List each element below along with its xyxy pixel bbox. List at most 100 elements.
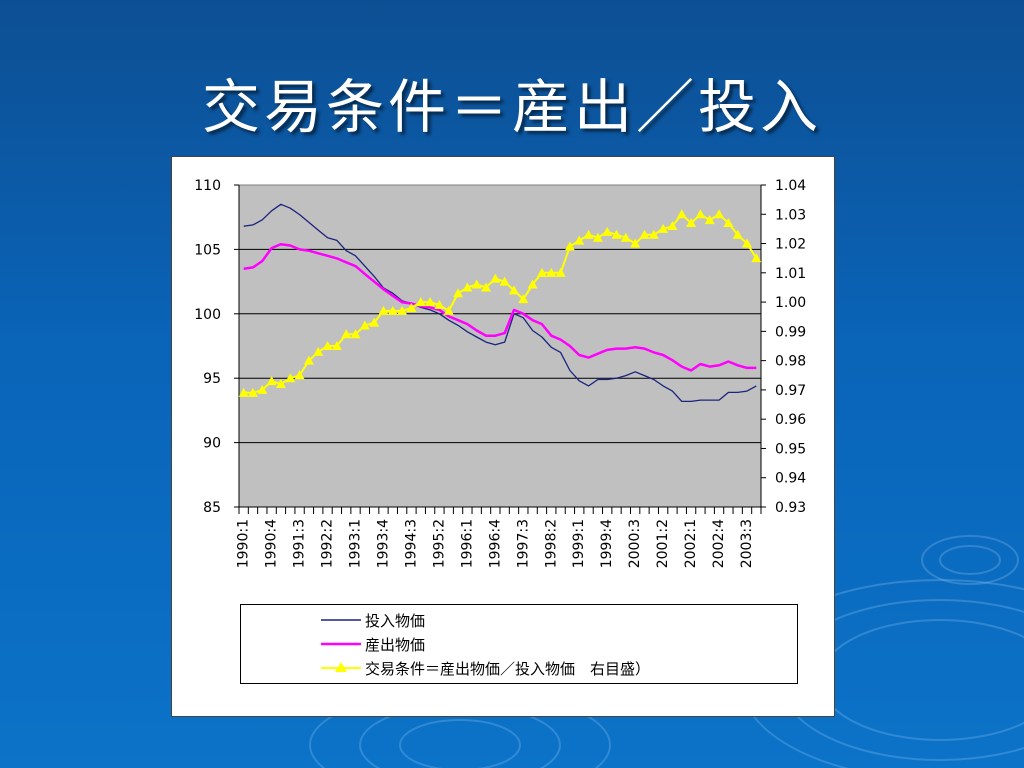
plot-area [238,184,762,508]
x-axis-tick-label: 1996:4 [487,519,503,568]
series-marker-2 [574,235,585,245]
x-axis-tick-label: 1995:2 [431,519,447,568]
right-axis-tick-label: 0.95 [775,441,806,457]
right-axis-tick-label: 0.97 [775,383,806,399]
x-axis-tick-label: 1993:1 [348,519,364,568]
series-marker-2 [359,320,370,330]
legend-item-output-price: 産出物価 [321,634,425,654]
series-marker-2 [648,229,659,239]
series-marker-2 [686,218,697,228]
x-axis-tick-label: 1999:1 [571,519,587,568]
x-axis-tick-label: 1999:4 [599,519,615,568]
series-marker-2 [331,341,342,350]
x-axis-tick-label: 2000:3 [627,519,643,568]
series-marker-2 [387,305,398,315]
legend-swatch-terms-of-trade [321,662,361,672]
legend-swatch-input-price [321,619,361,621]
series-marker-2 [583,229,594,239]
series-marker-2 [443,305,454,315]
series-line-0 [243,203,757,403]
left-axis-tick-label: 85 [203,500,221,516]
series-marker-2 [658,223,669,233]
series-line-1 [243,242,757,372]
right-axis-tick-label: 1.00 [775,295,806,311]
x-axis-tick-label: 1992:2 [320,519,336,568]
legend-item-terms-of-trade: 交易条件＝産出物価／投入物価 右目盛） [321,658,650,678]
series-marker-2 [471,279,482,289]
right-axis-tick-label: 0.98 [775,354,806,370]
left-axis-tick-label: 90 [203,436,221,452]
x-axis-tick-label: 2003:3 [739,519,755,568]
legend-label-input-price: 投入物価 [365,611,426,630]
legend-item-input-price: 投入物価 [321,610,425,630]
series-marker-2 [695,209,706,219]
x-axis-tick-label: 2002:4 [711,519,727,568]
series-marker-2 [732,229,743,239]
left-axis-tick-label: 105 [194,242,221,258]
series-marker-2 [303,355,314,365]
series-marker-2 [564,241,575,251]
series-marker-2 [490,273,501,283]
series-marker-2 [592,232,603,242]
series-marker-2 [341,329,352,339]
legend-label-output-price: 産出物価 [365,635,426,654]
x-axis-tick-label: 2002:1 [683,519,699,568]
right-axis-tick-label: 0.94 [775,471,806,487]
x-axis-tick-label: 1996:1 [459,519,475,568]
series-marker-2 [285,373,296,383]
right-axis-tick-label: 0.93 [775,500,806,516]
series-marker-2 [639,229,650,239]
series-marker-2 [406,302,417,312]
series-marker-2 [275,379,286,389]
series-marker-2 [536,267,547,277]
series-marker-2 [611,229,622,239]
series-marker-2 [481,282,492,292]
legend-label-terms-of-trade: 交易条件＝産出物価／投入物価 右目盛） [365,659,651,678]
series-marker-2 [415,297,426,307]
legend-swatch-output-price [321,642,361,646]
x-axis-tick-label: 1997:3 [515,519,531,568]
series-marker-2 [676,209,687,219]
series-marker-2 [462,282,473,292]
series-marker-2 [238,387,249,397]
x-axis-tick-label: 1991:3 [292,519,308,568]
x-axis-tick-label: 1990:1 [236,519,252,568]
series-marker-2 [704,215,715,225]
right-axis-tick-label: 1.02 [775,237,806,253]
x-axis-tick-label: 1994:3 [403,519,419,568]
series-marker-2 [602,226,613,236]
series-marker-2 [620,232,631,242]
x-axis-tick-label: 2001:2 [655,519,671,568]
series-marker-2 [714,209,725,219]
x-axis-tick-label: 1998:2 [543,519,559,568]
series-marker-2 [667,220,678,230]
left-axis-tick-label: 95 [203,371,221,387]
series-marker-2 [630,238,641,248]
x-axis-tick-label: 1990:4 [264,519,280,568]
slide-title: 交易条件＝産出／投入 [201,73,822,141]
series-marker-2 [453,288,464,298]
series-marker-2 [378,305,389,315]
series-marker-2 [257,384,268,394]
series-marker-2 [247,387,258,397]
series-marker-2 [518,294,529,304]
series-marker-2 [397,305,408,315]
series-marker-2 [266,376,277,386]
series-marker-2 [425,297,436,307]
right-axis-tick-label: 1.01 [775,266,806,282]
series-marker-2 [499,276,510,286]
series-marker-2 [546,267,557,277]
series-marker-2 [527,279,538,289]
right-axis-tick-label: 0.99 [775,324,806,340]
series-marker-2 [350,329,361,339]
series-marker-2 [369,317,380,327]
series-marker-2 [751,253,762,263]
chart-legend: 投入物価 産出物価 交易条件＝産出物価／投入物価 右目盛） [240,604,798,684]
series-marker-2 [322,341,333,350]
right-axis-tick-label: 1.03 [775,207,806,223]
right-axis-tick-label: 0.96 [775,412,806,428]
series-marker-2 [723,218,734,228]
series-marker-2 [294,370,305,380]
series-marker-2 [508,285,519,295]
series-marker-2 [742,238,753,248]
